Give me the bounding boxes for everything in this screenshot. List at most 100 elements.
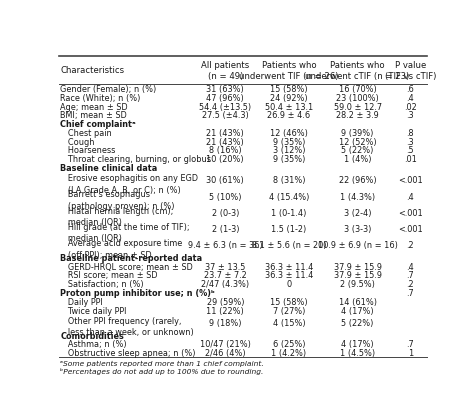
Text: Characteristics: Characteristics: [60, 66, 125, 75]
Text: ᵃSome patients reported more than 1 chief complaint.: ᵃSome patients reported more than 1 chie…: [60, 360, 264, 366]
Text: .3: .3: [407, 111, 414, 120]
Text: 2 (0-3): 2 (0-3): [211, 209, 239, 217]
Text: 2 (9.5%): 2 (9.5%): [340, 279, 375, 288]
Text: 4 (17%): 4 (17%): [341, 306, 374, 315]
Text: .4: .4: [407, 94, 414, 103]
Text: 0: 0: [286, 279, 292, 288]
Text: Barrett's esophagus
   (pathology proven); n (%): Barrett's esophagus (pathology proven); …: [60, 190, 175, 210]
Text: 10.9 ± 6.9 (n = 16): 10.9 ± 6.9 (n = 16): [318, 241, 398, 250]
Text: 15 (58%): 15 (58%): [270, 297, 308, 306]
Text: 15 (58%): 15 (58%): [270, 85, 308, 94]
Text: 4 (15.4%): 4 (15.4%): [269, 192, 309, 201]
Text: .5: .5: [407, 146, 414, 155]
Text: 9.4 ± 6.3 (n = 36): 9.4 ± 6.3 (n = 36): [188, 241, 263, 250]
Text: Patients who
underwent TIF (n = 26): Patients who underwent TIF (n = 26): [239, 61, 338, 81]
Text: 1: 1: [408, 348, 413, 357]
Text: 30 (61%): 30 (61%): [206, 176, 244, 185]
Text: .3: .3: [407, 137, 414, 146]
Text: 22 (96%): 22 (96%): [339, 176, 376, 185]
Text: Other PPI frequency (rarely,
   less than a week, or unknown): Other PPI frequency (rarely, less than a…: [60, 316, 194, 336]
Text: Cough: Cough: [60, 137, 95, 146]
Text: 9 (39%): 9 (39%): [341, 129, 374, 138]
Text: ᵇPercentages do not add up to 100% due to rounding.: ᵇPercentages do not add up to 100% due t…: [60, 367, 264, 374]
Text: Comorbidities: Comorbidities: [60, 331, 124, 340]
Text: 7 (27%): 7 (27%): [273, 306, 305, 315]
Text: 1 (4.3%): 1 (4.3%): [340, 192, 375, 201]
Text: .4: .4: [407, 192, 414, 201]
Text: 6 (25%): 6 (25%): [273, 339, 305, 348]
Text: 12 (52%): 12 (52%): [339, 137, 376, 146]
Text: 37.9 ± 15.9: 37.9 ± 15.9: [334, 262, 382, 271]
Text: 11 (22%): 11 (22%): [206, 306, 244, 315]
Text: 50.4 ± 13.1: 50.4 ± 13.1: [264, 102, 313, 111]
Text: 37.9 ± 15.9: 37.9 ± 15.9: [334, 271, 382, 280]
Text: 4 (15%): 4 (15%): [273, 318, 305, 327]
Text: 23.7 ± 7.2: 23.7 ± 7.2: [204, 271, 246, 280]
Text: 10 (20%): 10 (20%): [207, 155, 244, 164]
Text: 5 (22%): 5 (22%): [341, 146, 374, 155]
Text: 16 (70%): 16 (70%): [338, 85, 376, 94]
Text: 8 (31%): 8 (31%): [273, 176, 305, 185]
Text: GERD-HRQL score; mean ± SD: GERD-HRQL score; mean ± SD: [60, 262, 193, 271]
Text: 1.5 (1-2): 1.5 (1-2): [271, 225, 307, 234]
Text: Asthma; n (%): Asthma; n (%): [60, 339, 127, 348]
Text: .2: .2: [407, 241, 414, 250]
Text: 3 (3-3): 3 (3-3): [344, 225, 371, 234]
Text: Hiatal hernia length (cm);
   median (IQR): Hiatal hernia length (cm); median (IQR): [60, 206, 174, 226]
Text: 1 (4%): 1 (4%): [344, 155, 371, 164]
Text: 36.3 ± 11.4: 36.3 ± 11.4: [264, 271, 313, 280]
Text: 29 (59%): 29 (59%): [207, 297, 244, 306]
Text: RSI score; mean ± SD: RSI score; mean ± SD: [60, 271, 158, 280]
Text: Chest pain: Chest pain: [60, 129, 112, 138]
Text: 5 (10%): 5 (10%): [209, 192, 242, 201]
Text: 59.0 ± 12.7: 59.0 ± 12.7: [334, 102, 382, 111]
Text: .7: .7: [407, 271, 414, 280]
Text: Proton pump inhibitor use; n (%)ᵇ: Proton pump inhibitor use; n (%)ᵇ: [60, 288, 215, 297]
Text: 2/47 (4.3%): 2/47 (4.3%): [201, 279, 249, 288]
Text: Age; mean ± SD: Age; mean ± SD: [60, 102, 128, 111]
Text: 28.2 ± 3.9: 28.2 ± 3.9: [336, 111, 379, 120]
Text: .7: .7: [407, 288, 414, 297]
Text: 2/46 (4%): 2/46 (4%): [205, 348, 246, 357]
Text: 36.3 ± 11.4: 36.3 ± 11.4: [264, 262, 313, 271]
Text: Hill grade (at the time of TIF);
   median (IQR): Hill grade (at the time of TIF); median …: [60, 222, 190, 243]
Text: 8.1 ± 5.6 (n = 20): 8.1 ± 5.6 (n = 20): [252, 241, 326, 250]
Text: 47 (96%): 47 (96%): [206, 94, 244, 103]
Text: 3 (2-4): 3 (2-4): [344, 209, 371, 217]
Text: P value
(TIF vs cTIF): P value (TIF vs cTIF): [385, 61, 436, 81]
Text: 2 (1-3): 2 (1-3): [211, 225, 239, 234]
Text: .2: .2: [407, 279, 414, 288]
Text: Baseline patient-reported data: Baseline patient-reported data: [60, 254, 202, 262]
Text: 9 (35%): 9 (35%): [273, 137, 305, 146]
Text: .01: .01: [404, 155, 417, 164]
Text: All patients
(n = 49): All patients (n = 49): [201, 61, 249, 81]
Text: .8: .8: [407, 129, 414, 138]
Text: <.001: <.001: [398, 209, 423, 217]
Text: 1 (0-1.4): 1 (0-1.4): [271, 209, 307, 217]
Text: 21 (43%): 21 (43%): [206, 129, 244, 138]
Text: 21 (43%): 21 (43%): [206, 137, 244, 146]
Text: 24 (92%): 24 (92%): [270, 94, 308, 103]
Text: Twice daily PPI: Twice daily PPI: [60, 306, 127, 315]
Text: Chief complaintᵃ: Chief complaintᵃ: [60, 120, 136, 129]
Text: Gender (Female); n (%): Gender (Female); n (%): [60, 85, 156, 94]
Text: 26.9 ± 4.6: 26.9 ± 4.6: [267, 111, 310, 120]
Text: .4: .4: [407, 262, 414, 271]
Text: 3 (12%): 3 (12%): [273, 146, 305, 155]
Text: 10/47 (21%): 10/47 (21%): [200, 339, 251, 348]
Text: Obstructive sleep apnea; n (%): Obstructive sleep apnea; n (%): [60, 348, 196, 357]
Text: .6: .6: [407, 85, 414, 94]
Text: 37 ± 13.5: 37 ± 13.5: [205, 262, 246, 271]
Text: Throat clearing, burning, or globus: Throat clearing, burning, or globus: [60, 155, 211, 164]
Text: 54.4 (±13.5): 54.4 (±13.5): [199, 102, 251, 111]
Text: Daily PPI: Daily PPI: [60, 297, 103, 306]
Text: 9 (35%): 9 (35%): [273, 155, 305, 164]
Text: Satisfaction; n (%): Satisfaction; n (%): [60, 279, 144, 288]
Text: .02: .02: [404, 102, 417, 111]
Text: 23 (100%): 23 (100%): [336, 94, 379, 103]
Text: Average acid exposure time
   (off PPI); mean ± SD: Average acid exposure time (off PPI); me…: [60, 239, 182, 259]
Text: 5 (22%): 5 (22%): [341, 318, 374, 327]
Text: BMI; mean ± SD: BMI; mean ± SD: [60, 111, 127, 120]
Text: 1 (4.2%): 1 (4.2%): [271, 348, 306, 357]
Text: 27.5 (±4.3): 27.5 (±4.3): [202, 111, 249, 120]
